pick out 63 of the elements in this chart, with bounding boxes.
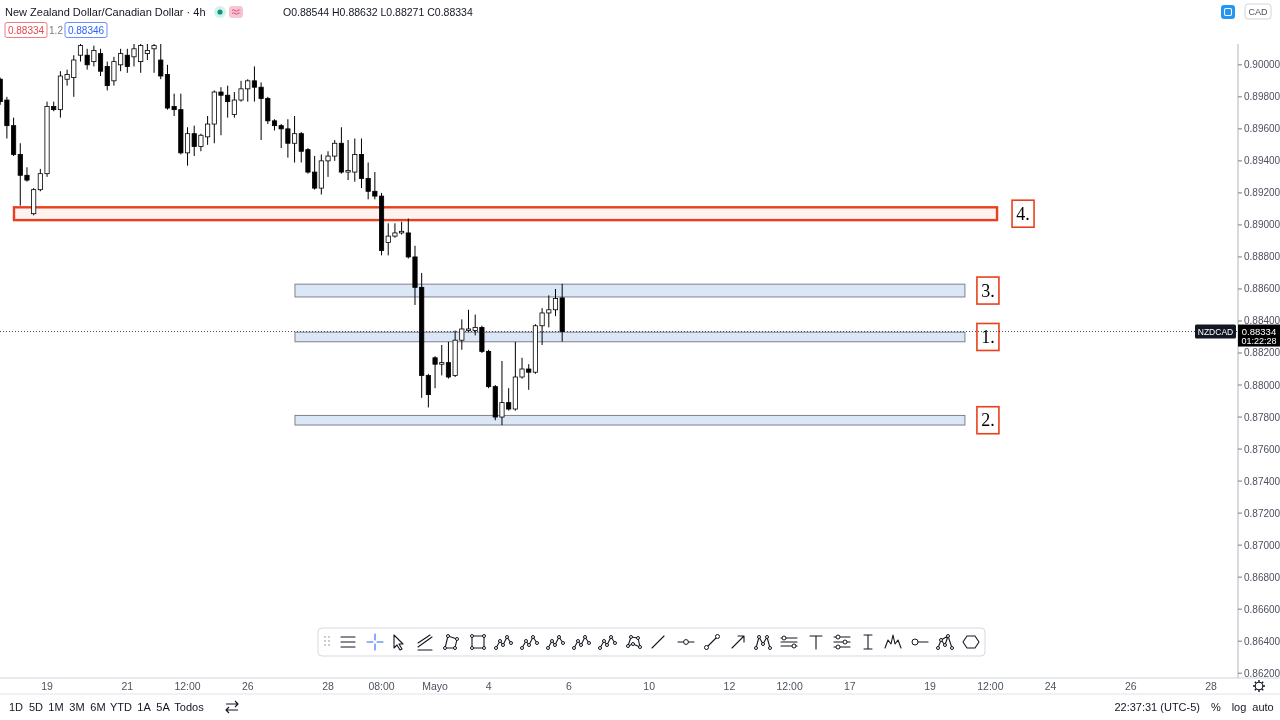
text: 1.2 [49, 24, 64, 36]
y-tick-label: 0.89800 [1244, 91, 1280, 103]
y-tick-label: 0.88000 [1244, 379, 1280, 391]
y-tick-label: 0.89200 [1244, 187, 1280, 199]
y-tick-label: 0.86800 [1244, 571, 1280, 583]
text: 1M [48, 700, 64, 713]
chart-subtitle: O0.88544 H0.88632 L0.88271 C0.88334 [283, 6, 473, 18]
x-tick-label: 12:00 [174, 679, 201, 692]
band-label: 4. [1016, 203, 1030, 224]
y-tick-label: 0.87000 [1244, 539, 1280, 551]
candlestick [425, 373, 431, 408]
band-label: 2. [981, 410, 995, 431]
x-tick-label: 26 [241, 679, 254, 692]
ref-line-label: 0.88334 [1241, 325, 1277, 337]
text: 1D [8, 700, 24, 713]
text: YTD [110, 700, 133, 713]
x-tick-label: 26 [1125, 679, 1137, 692]
text: 1A [137, 700, 152, 713]
x-tick-label: 12:00 [977, 679, 1004, 692]
x-tick-label: 6 [565, 679, 572, 692]
y-tick-label: 0.90000 [1244, 59, 1280, 71]
y-tick-label: 0.86200 [1244, 667, 1280, 679]
x-tick-label: 12:00 [776, 679, 803, 692]
x-tick-label: 17 [844, 679, 856, 692]
text: Todos [174, 700, 205, 713]
x-tick-label: 19 [924, 679, 937, 692]
x-tick-label: 12 [723, 679, 736, 692]
text: CAD [1248, 6, 1268, 17]
y-tick-label: 0.89400 [1244, 155, 1280, 167]
x-tick-label: 10 [643, 679, 656, 692]
x-tick-label: 19 [41, 679, 54, 692]
y-tick-label: 0.87400 [1244, 475, 1280, 487]
text: 22:37:31 (UTC-5) [1114, 700, 1200, 713]
x-tick-label: 28 [322, 679, 335, 692]
text: log [1231, 700, 1247, 713]
text: % [1211, 700, 1222, 713]
y-tick-label: 0.88400 [1244, 315, 1280, 327]
y-tick-label: 0.88200 [1244, 347, 1280, 359]
x-tick-label: 21 [121, 679, 134, 692]
y-tick-label: 0.87800 [1244, 411, 1280, 423]
y-tick-label: 0.87600 [1244, 443, 1280, 455]
y-tick-label: 0.86600 [1244, 603, 1280, 615]
candlestick [151, 43, 157, 74]
x-tick-label: Mayo [422, 679, 449, 692]
x-tick-label: 08:00 [368, 679, 395, 692]
text: 3M [69, 700, 85, 713]
text: 6M [90, 700, 106, 713]
band-label: 1. [981, 326, 995, 347]
y-tick-label: 0.87200 [1244, 507, 1280, 519]
text: 5D [28, 700, 44, 713]
chart-title: New Zealand Dollar/Canadian Dollar · 4h [5, 6, 206, 18]
x-tick-label: 24 [1044, 679, 1057, 692]
band-label: 3. [981, 280, 995, 301]
x-tick-label: 28 [1205, 679, 1218, 692]
text: auto [1252, 700, 1274, 713]
x-tick-label: 4 [485, 679, 492, 692]
y-tick-label: 0.88600 [1244, 283, 1280, 295]
text: 5A [156, 700, 171, 713]
y-tick-label: 0.89000 [1244, 219, 1280, 231]
y-tick-label: 0.86400 [1244, 635, 1280, 647]
text: 01:22:28 [1241, 336, 1277, 347]
y-tick-label: 0.88800 [1244, 251, 1280, 263]
y-tick-label: 0.89600 [1244, 123, 1280, 135]
